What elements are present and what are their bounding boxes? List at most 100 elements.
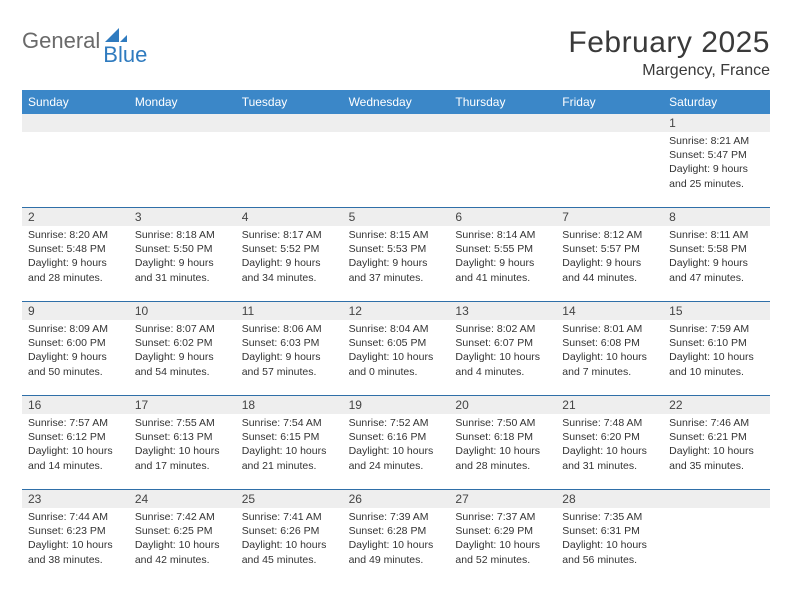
cell-line: Daylight: 10 hours and 35 minutes. xyxy=(669,444,764,472)
calendar-cell xyxy=(129,132,236,207)
cell-line: Sunset: 5:50 PM xyxy=(135,242,230,256)
day-number xyxy=(343,114,450,132)
day-number: 27 xyxy=(449,490,556,508)
weeks-container: 1Sunrise: 8:21 AMSunset: 5:47 PMDaylight… xyxy=(22,114,770,583)
cell-line: Sunrise: 8:18 AM xyxy=(135,228,230,242)
day-number: 22 xyxy=(663,396,770,414)
cell-body: Sunrise: 7:41 AMSunset: 6:26 PMDaylight:… xyxy=(236,508,343,567)
calendar: Sunday Monday Tuesday Wednesday Thursday… xyxy=(22,90,770,583)
week-row: Sunrise: 7:44 AMSunset: 6:23 PMDaylight:… xyxy=(22,508,770,583)
week-row: Sunrise: 8:20 AMSunset: 5:48 PMDaylight:… xyxy=(22,226,770,302)
cell-body: Sunrise: 8:04 AMSunset: 6:05 PMDaylight:… xyxy=(343,320,450,379)
cell-line: Sunrise: 8:06 AM xyxy=(242,322,337,336)
cell-line: Sunset: 6:16 PM xyxy=(349,430,444,444)
calendar-cell: Sunrise: 7:35 AMSunset: 6:31 PMDaylight:… xyxy=(556,508,663,583)
cell-body: Sunrise: 8:02 AMSunset: 6:07 PMDaylight:… xyxy=(449,320,556,379)
cell-line: Sunset: 6:28 PM xyxy=(349,524,444,538)
calendar-cell: Sunrise: 8:11 AMSunset: 5:58 PMDaylight:… xyxy=(663,226,770,301)
day-number xyxy=(236,114,343,132)
cell-line: Sunset: 6:10 PM xyxy=(669,336,764,350)
cell-body: Sunrise: 7:59 AMSunset: 6:10 PMDaylight:… xyxy=(663,320,770,379)
calendar-cell: Sunrise: 8:06 AMSunset: 6:03 PMDaylight:… xyxy=(236,320,343,395)
cell-line: Daylight: 10 hours and 38 minutes. xyxy=(28,538,123,566)
cell-line: Daylight: 10 hours and 10 minutes. xyxy=(669,350,764,378)
cell-line: Daylight: 10 hours and 56 minutes. xyxy=(562,538,657,566)
cell-body: Sunrise: 8:09 AMSunset: 6:00 PMDaylight:… xyxy=(22,320,129,379)
week-row: Sunrise: 7:57 AMSunset: 6:12 PMDaylight:… xyxy=(22,414,770,490)
calendar-cell xyxy=(22,132,129,207)
calendar-cell: Sunrise: 8:09 AMSunset: 6:00 PMDaylight:… xyxy=(22,320,129,395)
cell-line: Daylight: 9 hours and 31 minutes. xyxy=(135,256,230,284)
cell-line: Sunrise: 7:37 AM xyxy=(455,510,550,524)
cell-line: Sunset: 5:48 PM xyxy=(28,242,123,256)
cell-line: Sunset: 6:13 PM xyxy=(135,430,230,444)
cell-body: Sunrise: 7:44 AMSunset: 6:23 PMDaylight:… xyxy=(22,508,129,567)
day-number xyxy=(663,490,770,508)
day-number: 28 xyxy=(556,490,663,508)
day-header-tuesday: Tuesday xyxy=(236,90,343,114)
cell-line: Sunset: 5:53 PM xyxy=(349,242,444,256)
day-number: 5 xyxy=(343,208,450,226)
day-number: 18 xyxy=(236,396,343,414)
cell-line: Sunrise: 8:21 AM xyxy=(669,134,764,148)
cell-line: Sunset: 6:02 PM xyxy=(135,336,230,350)
cell-body xyxy=(129,132,236,134)
cell-body: Sunrise: 7:54 AMSunset: 6:15 PMDaylight:… xyxy=(236,414,343,473)
day-header-sunday: Sunday xyxy=(22,90,129,114)
cell-body: Sunrise: 8:06 AMSunset: 6:03 PMDaylight:… xyxy=(236,320,343,379)
cell-line: Sunset: 6:18 PM xyxy=(455,430,550,444)
cell-body: Sunrise: 7:57 AMSunset: 6:12 PMDaylight:… xyxy=(22,414,129,473)
header: General Blue February 2025 Margency, Fra… xyxy=(22,26,770,80)
cell-body xyxy=(663,508,770,510)
cell-line: Daylight: 9 hours and 34 minutes. xyxy=(242,256,337,284)
logo-text-blue: Blue xyxy=(103,42,147,68)
calendar-cell xyxy=(449,132,556,207)
cell-body: Sunrise: 7:37 AMSunset: 6:29 PMDaylight:… xyxy=(449,508,556,567)
calendar-cell xyxy=(663,508,770,583)
cell-body: Sunrise: 8:07 AMSunset: 6:02 PMDaylight:… xyxy=(129,320,236,379)
cell-body: Sunrise: 7:52 AMSunset: 6:16 PMDaylight:… xyxy=(343,414,450,473)
day-number: 2 xyxy=(22,208,129,226)
calendar-cell: Sunrise: 7:44 AMSunset: 6:23 PMDaylight:… xyxy=(22,508,129,583)
month-title: February 2025 xyxy=(568,26,770,60)
day-number: 10 xyxy=(129,302,236,320)
day-headers: Sunday Monday Tuesday Wednesday Thursday… xyxy=(22,90,770,114)
cell-body: Sunrise: 8:20 AMSunset: 5:48 PMDaylight:… xyxy=(22,226,129,285)
day-number: 26 xyxy=(343,490,450,508)
cell-line: Daylight: 10 hours and 4 minutes. xyxy=(455,350,550,378)
cell-line: Daylight: 10 hours and 14 minutes. xyxy=(28,444,123,472)
calendar-cell: Sunrise: 8:21 AMSunset: 5:47 PMDaylight:… xyxy=(663,132,770,207)
calendar-cell: Sunrise: 8:04 AMSunset: 6:05 PMDaylight:… xyxy=(343,320,450,395)
cell-line: Daylight: 10 hours and 45 minutes. xyxy=(242,538,337,566)
cell-line: Sunrise: 8:12 AM xyxy=(562,228,657,242)
day-number: 24 xyxy=(129,490,236,508)
cell-line: Sunrise: 7:55 AM xyxy=(135,416,230,430)
cell-line: Daylight: 9 hours and 37 minutes. xyxy=(349,256,444,284)
cell-line: Sunset: 6:12 PM xyxy=(28,430,123,444)
daynum-row: 2345678 xyxy=(22,208,770,226)
cell-line: Sunrise: 8:14 AM xyxy=(455,228,550,242)
day-number: 3 xyxy=(129,208,236,226)
cell-line: Sunrise: 7:57 AM xyxy=(28,416,123,430)
day-number: 13 xyxy=(449,302,556,320)
day-header-friday: Friday xyxy=(556,90,663,114)
cell-line: Daylight: 10 hours and 21 minutes. xyxy=(242,444,337,472)
cell-line: Sunrise: 7:59 AM xyxy=(669,322,764,336)
day-number xyxy=(129,114,236,132)
day-number: 9 xyxy=(22,302,129,320)
calendar-cell xyxy=(343,132,450,207)
cell-body: Sunrise: 7:48 AMSunset: 6:20 PMDaylight:… xyxy=(556,414,663,473)
cell-line: Sunset: 6:07 PM xyxy=(455,336,550,350)
calendar-cell: Sunrise: 8:17 AMSunset: 5:52 PMDaylight:… xyxy=(236,226,343,301)
cell-line: Sunset: 6:05 PM xyxy=(349,336,444,350)
cell-line: Sunset: 6:23 PM xyxy=(28,524,123,538)
cell-line: Daylight: 9 hours and 25 minutes. xyxy=(669,162,764,190)
calendar-cell: Sunrise: 7:42 AMSunset: 6:25 PMDaylight:… xyxy=(129,508,236,583)
cell-body: Sunrise: 7:39 AMSunset: 6:28 PMDaylight:… xyxy=(343,508,450,567)
logo-text-general: General xyxy=(22,28,100,54)
day-number: 12 xyxy=(343,302,450,320)
cell-line: Sunrise: 8:07 AM xyxy=(135,322,230,336)
day-number xyxy=(556,114,663,132)
cell-line: Sunrise: 7:52 AM xyxy=(349,416,444,430)
cell-body xyxy=(556,132,663,134)
